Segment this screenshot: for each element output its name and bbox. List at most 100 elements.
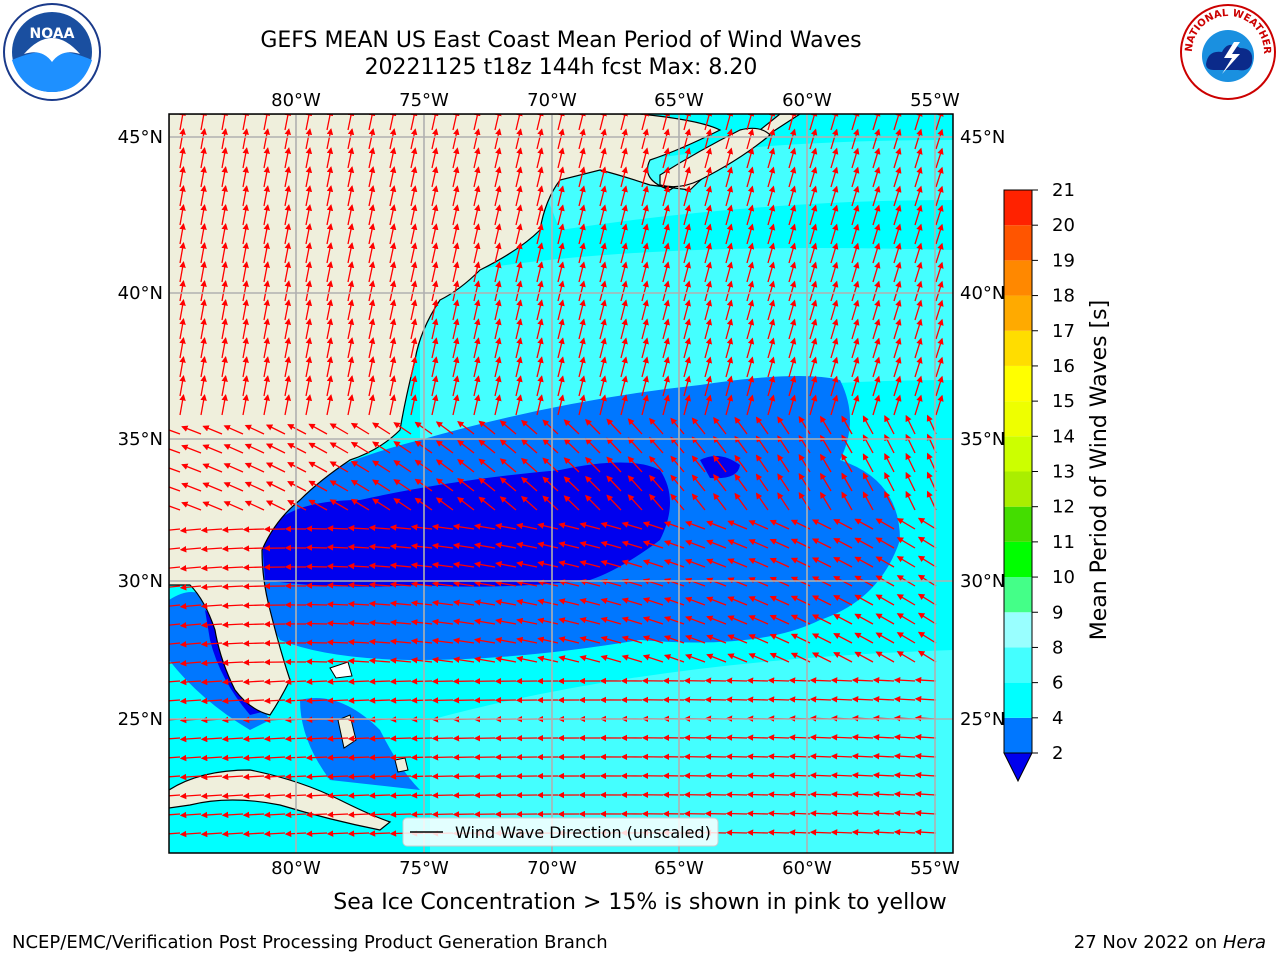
wind-wave-arrow — [474, 523, 496, 530]
wind-wave-arrow — [830, 128, 839, 150]
wind-wave-arrow — [830, 677, 853, 684]
wind-wave-arrow — [704, 356, 713, 378]
lon-label-bottom: 70°W — [527, 858, 577, 879]
wind-wave-arrow — [431, 754, 454, 761]
wind-wave-arrow — [431, 204, 439, 226]
lat-label-right: 40°N — [960, 283, 1005, 304]
wind-wave-arrow — [704, 337, 713, 359]
wind-wave-arrow — [641, 299, 649, 321]
wind-wave-arrow — [515, 356, 523, 378]
wind-wave-arrow — [704, 299, 713, 321]
wind-wave-arrow — [473, 166, 481, 188]
wind-wave-arrow — [200, 526, 223, 534]
wind-wave-arrow — [649, 436, 664, 454]
wind-wave-arrow — [746, 242, 755, 264]
wind-wave-arrow — [600, 540, 622, 549]
wind-wave-arrow — [410, 678, 433, 685]
wind-wave-arrow — [755, 473, 769, 492]
colorbar-segment — [1004, 225, 1032, 261]
wind-wave-arrow — [284, 242, 292, 264]
wind-wave-arrow — [242, 261, 249, 283]
wind-wave-arrow — [326, 280, 334, 302]
wind-wave-arrow — [725, 696, 748, 703]
wind-wave-arrow — [347, 524, 370, 532]
wind-wave-arrow — [389, 223, 397, 245]
wind-wave-arrow — [326, 242, 334, 264]
wind-wave-arrow — [515, 261, 523, 283]
wind-wave-arrow — [734, 416, 748, 435]
wind-wave-arrow — [578, 375, 586, 397]
colorbar-segment — [1004, 260, 1032, 296]
wind-wave-arrow — [202, 482, 223, 492]
wind-wave-arrow — [578, 394, 586, 416]
wind-wave-arrow — [809, 829, 832, 836]
wind-wave-arrow — [734, 492, 748, 511]
wind-wave-arrow — [410, 204, 418, 226]
wind-wave-arrows — [169, 114, 944, 838]
colorbar-tick-label: 19 — [1052, 250, 1075, 271]
wind-wave-arrow — [389, 261, 397, 283]
wind-wave-arrow — [305, 147, 313, 169]
wind-wave-arrow — [788, 261, 797, 283]
wind-wave-arrow — [305, 185, 313, 207]
wind-wave-arrow — [536, 356, 544, 378]
wind-wave-arrow — [410, 356, 418, 378]
wind-wave-arrow — [725, 114, 734, 131]
wind-wave-arrow — [515, 185, 523, 207]
wind-wave-arrow — [578, 128, 586, 150]
wind-wave-arrow — [830, 375, 839, 397]
wind-wave-arrow — [769, 519, 790, 530]
wind-wave-arrow — [841, 472, 853, 492]
wind-wave-arrow — [347, 356, 355, 378]
wind-wave-arrow — [200, 621, 223, 629]
wind-wave-arrow — [202, 425, 223, 435]
wind-wave-arrow — [641, 261, 649, 283]
wind-wave-arrow — [706, 577, 727, 587]
wind-wave-arrow — [242, 280, 249, 302]
wind-wave-arrow — [579, 522, 601, 530]
wind-wave-arrow — [410, 562, 433, 569]
wind-wave-arrow — [767, 791, 790, 798]
wind-wave-arrow — [435, 459, 454, 473]
wind-wave-arrow — [809, 753, 832, 760]
wind-wave-arrow — [473, 128, 481, 150]
wind-wave-arrow — [347, 562, 370, 570]
wind-wave-arrow — [662, 147, 670, 169]
wind-wave-arrow — [579, 541, 601, 549]
wind-wave-arrow — [389, 543, 412, 550]
wind-wave-arrow — [372, 498, 391, 511]
lon-label-bottom: 75°W — [399, 858, 449, 879]
wind-wave-arrow — [621, 559, 643, 568]
wind-wave-arrow — [431, 242, 439, 264]
wind-wave-arrow — [478, 439, 496, 454]
wind-wave-arrow — [431, 128, 439, 150]
wind-wave-arrow — [431, 599, 454, 607]
wind-wave-arrow — [431, 735, 454, 742]
wind-wave-arrow — [851, 280, 860, 302]
wind-wave-arrow — [663, 521, 685, 530]
wind-wave-arrow — [683, 147, 691, 169]
wind-wave-arrow — [326, 658, 349, 665]
wind-wave-arrow — [368, 697, 391, 704]
wind-wave-arrow — [431, 261, 439, 283]
wind-wave-arrow — [389, 299, 397, 321]
wind-wave-arrow — [670, 474, 685, 492]
wind-wave-arrow — [305, 318, 313, 340]
footer-sea-ice-note: Sea Ice Concentration > 15% is shown in … — [333, 890, 947, 915]
wind-wave-arrow — [767, 753, 790, 760]
wind-wave-arrow — [746, 185, 755, 207]
wind-wave-arrow — [767, 128, 776, 150]
wind-wave-arrow — [347, 678, 370, 685]
wind-wave-arrow — [914, 375, 923, 397]
wind-wave-arrow — [265, 500, 286, 511]
wind-wave-arrow — [368, 830, 391, 837]
wind-wave-arrow — [641, 147, 649, 169]
lat-label-left: 45°N — [118, 127, 163, 148]
wind-wave-arrow — [767, 166, 776, 188]
wind-wave-arrow — [284, 128, 292, 150]
colorbar-tick-label: 12 — [1052, 497, 1075, 518]
wind-wave-arrow — [713, 417, 727, 435]
wind-wave-arrow — [563, 438, 580, 454]
wind-wave-arrow — [495, 542, 517, 549]
wind-wave-arrow — [725, 166, 734, 188]
